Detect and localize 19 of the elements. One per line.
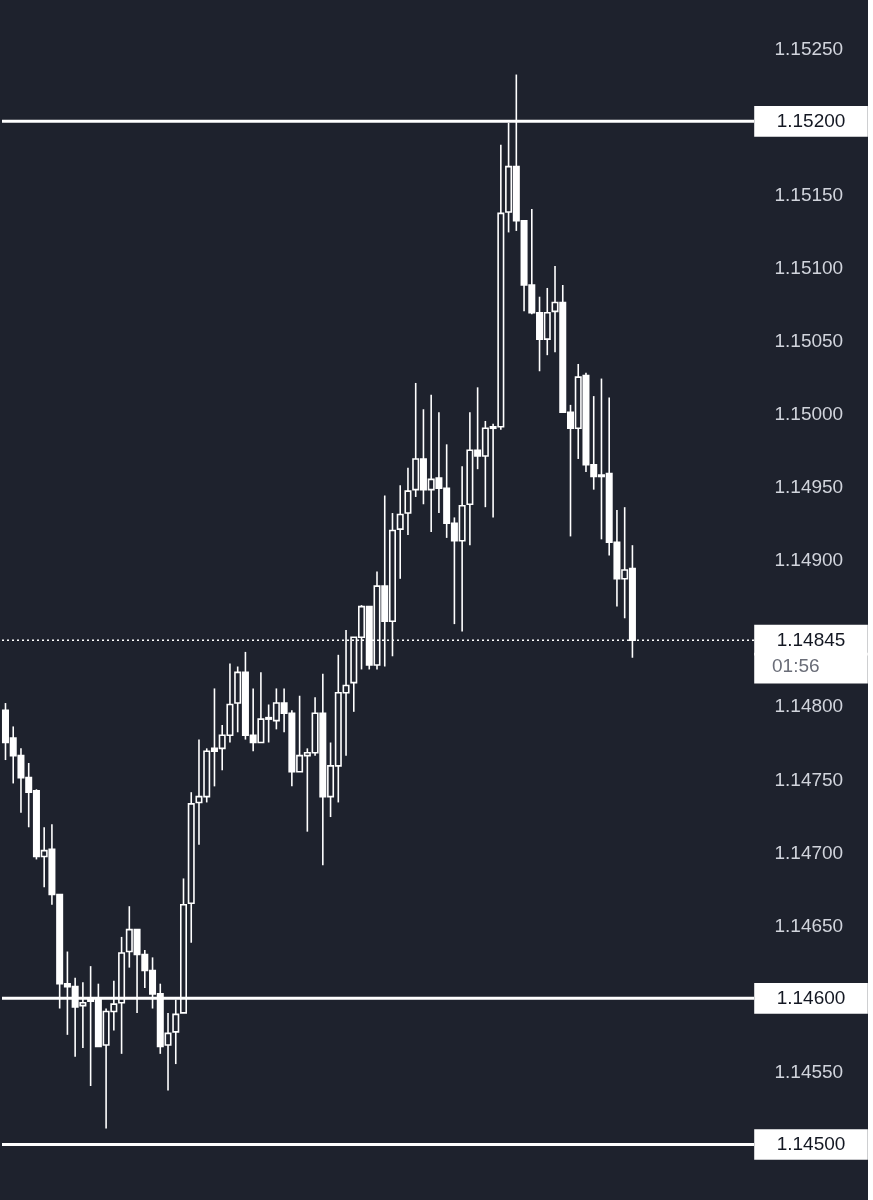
- ref-line-label: 1.14845: [776, 629, 846, 651]
- y-tick-label: 1.14550: [774, 1060, 844, 1082]
- candlestick: [396, 484, 404, 580]
- y-tick-label: 1.15050: [774, 330, 844, 352]
- y-tick-label: 1.14800: [774, 695, 844, 717]
- y-tick-label: 1.15100: [774, 256, 844, 278]
- y-tick-label: 1.15250: [774, 37, 844, 59]
- y-tick-label: 1.15150: [774, 183, 844, 205]
- ref-line-label: 1.14500: [776, 1133, 846, 1155]
- y-tick-label: 1.15000: [774, 403, 844, 425]
- candlestick: [404, 466, 412, 536]
- y-tick-label: 1.14750: [774, 768, 844, 790]
- y-tick-label: 1.14950: [774, 476, 844, 498]
- text: 01:56: [772, 655, 820, 677]
- y-tick-label: 1.14650: [774, 914, 844, 936]
- y-tick-label: 1.14700: [774, 841, 844, 863]
- ref-line-label: 1.14600: [776, 987, 846, 1009]
- ref-line-label: 1.15200: [776, 110, 846, 132]
- y-tick-label: 1.14900: [774, 549, 844, 571]
